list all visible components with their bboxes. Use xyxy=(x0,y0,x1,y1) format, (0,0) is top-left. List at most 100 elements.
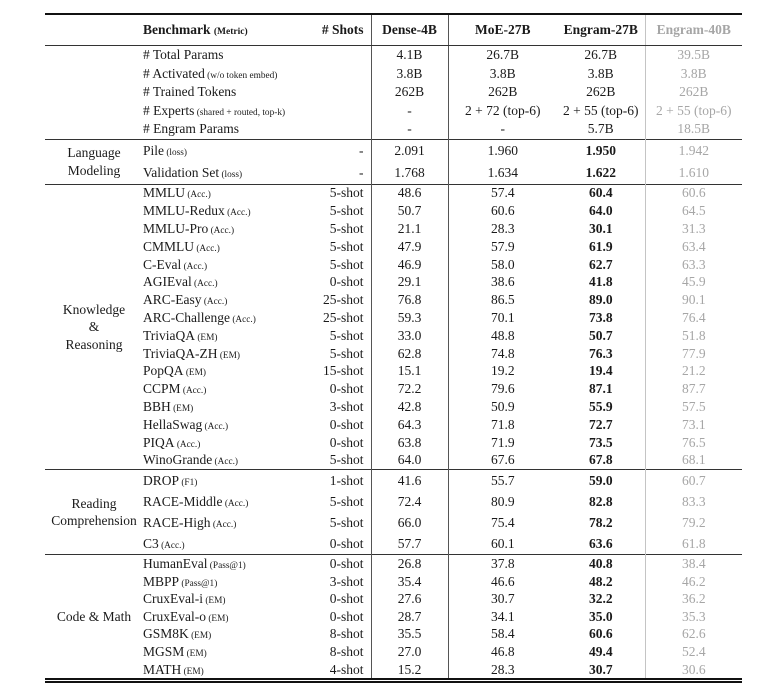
benchmark-cell: RACE-Middle (Acc.) xyxy=(143,491,309,512)
value-cell-engram-40b: 31.3 xyxy=(644,220,742,238)
benchmark-name: TriviaQA-ZH xyxy=(143,345,218,361)
benchmark-metric-note: (Acc.) xyxy=(210,519,237,530)
benchmark-cell: ARC-Challenge (Acc.) xyxy=(143,309,309,327)
benchmark-metric-note: (Acc.) xyxy=(174,439,201,450)
value-cell-dense-4b: 3.8B xyxy=(370,64,448,83)
value-cell-engram-27b: 62.7 xyxy=(588,256,613,272)
value-cell-dense-4b: 1.768 xyxy=(370,161,448,184)
benchmark-cell: MGSM (EM) xyxy=(143,643,309,661)
value-cell-dense-4b: 35.4 xyxy=(370,572,448,591)
value-cell-engram-40b: 73.1 xyxy=(644,415,742,434)
value-cell-engram-40b: 57.5 xyxy=(644,398,742,416)
shots-cell xyxy=(309,102,371,121)
value-cell-dense-4b: 15.2 xyxy=(370,660,448,681)
value-cell-engram-27b: 60.6 xyxy=(588,626,613,642)
value-cell-engram-27b: 50.7 xyxy=(588,327,613,343)
benchmark-cell: MATH (EM) xyxy=(143,661,309,681)
table-row: AGIEval (Acc.) 0-shot 29.1 38.6 41.8 45.9 xyxy=(45,273,742,292)
row-group-label: Code & Math xyxy=(45,554,143,681)
value-cell-engram-27b: 82.8 xyxy=(588,493,613,509)
table-row: RACE-Middle (Acc.) 5-shot 72.4 80.9 82.8 83.3 xyxy=(45,491,742,513)
table-row: MMLU-Pro (Acc.) 5-shot 21.1 28.3 30.1 31.3 xyxy=(45,220,742,238)
shots-cell xyxy=(309,46,371,65)
column-header-dense-4b: Dense-4B xyxy=(370,14,448,46)
benchmark-cell: MBPP (Pass@1) xyxy=(143,573,309,591)
benchmark-metric-note: (Acc.) xyxy=(222,498,249,509)
value-cell-dense-4b: 66.0 xyxy=(370,512,448,534)
value-cell-dense-4b: 64.3 xyxy=(370,415,448,434)
table-row: TriviaQA (EM) 5-shot 33.0 48.8 50.7 51.8 xyxy=(45,326,742,345)
table-row: C-Eval (Acc.) 5-shot 46.9 58.0 62.7 63.3 xyxy=(45,255,742,274)
shots-cell: 15-shot xyxy=(323,363,364,379)
benchmark-cell: CruxEval-o (EM) xyxy=(143,608,309,626)
table-row: MMLU-Redux (Acc.) 5-shot 50.7 60.6 64.0 64.5 xyxy=(45,202,742,221)
shots-cell xyxy=(309,120,371,139)
benchmark-metric-note: (EM) xyxy=(203,596,226,607)
value-cell-dense-4b: 28.7 xyxy=(370,608,448,626)
value-cell-moe-27b: 74.8 xyxy=(447,344,557,363)
benchmark-name: Pile xyxy=(143,142,165,158)
value-cell-moe-27b: 60.6 xyxy=(447,202,557,221)
benchmark-name: CruxEval-o xyxy=(143,608,206,624)
value-cell-engram-40b: 21.2 xyxy=(644,362,742,381)
value-cell-dense-4b: 26.8 xyxy=(370,554,448,573)
shots-cell: 3-shot xyxy=(329,573,364,589)
benchmark-metric-note: (EM) xyxy=(184,649,207,660)
benchmark-cell: CCPM (Acc.) xyxy=(143,380,309,398)
value-cell-engram-40b: 87.7 xyxy=(644,380,742,399)
value-cell-engram-40b: 90.1 xyxy=(644,291,742,310)
value-cell-engram-40b: 61.8 xyxy=(644,533,742,555)
shots-cell: 3-shot xyxy=(329,398,364,414)
shots-cell: 5-shot xyxy=(329,345,364,361)
value-cell-engram-27b: 73.8 xyxy=(588,309,613,325)
value-cell-dense-4b: 47.9 xyxy=(370,237,448,256)
row-group-label: Language Modeling xyxy=(45,138,143,184)
table-row: PopQA (EM) 15-shot 15.1 19.2 19.4 21.2 xyxy=(45,362,742,381)
benchmark-name: CMMLU xyxy=(143,238,195,254)
benchmark-cell: HumanEval (Pass@1) xyxy=(143,554,309,573)
benchmark-cell: CruxEval-i (EM) xyxy=(143,590,309,608)
group-column-header xyxy=(45,14,143,46)
benchmark-cell: # Trained Tokens xyxy=(143,83,309,102)
table-row: CMMLU (Acc.) 5-shot 47.9 57.9 61.9 63.4 xyxy=(45,237,742,256)
benchmark-cell: TriviaQA-ZH (EM) xyxy=(143,345,309,363)
benchmark-name: MGSM xyxy=(143,644,185,660)
header-row: Benchmark (Metric) # Shots Dense-4B MoE-… xyxy=(45,14,742,46)
shots-cell: 0-shot xyxy=(329,434,364,450)
benchmark-name: TriviaQA xyxy=(143,327,196,343)
table-row: ARC-Easy (Acc.) 25-shot 76.8 86.5 89.0 90.1 xyxy=(45,291,742,310)
table-row: GSM8K (EM) 8-shot 35.5 58.4 60.6 62.6 xyxy=(45,625,742,644)
shots-cell: 5-shot xyxy=(329,203,364,219)
benchmark-name: MMLU xyxy=(143,185,186,201)
table-row: PIQA (Acc.) 0-shot 63.8 71.9 73.5 76.5 xyxy=(45,433,742,452)
value-cell-engram-40b: 63.3 xyxy=(644,255,742,274)
benchmark-cell: MMLU-Redux (Acc.) xyxy=(143,202,309,220)
value-cell-dense-4b: 29.1 xyxy=(370,273,448,292)
benchmark-header-label: Benchmark xyxy=(143,22,211,37)
row-group-label xyxy=(45,46,143,140)
benchmark-name: # Trained Tokens xyxy=(143,84,237,100)
benchmark-metric-note: (Acc.) xyxy=(224,208,251,219)
value-cell-moe-27b: 71.9 xyxy=(447,433,557,452)
shots-cell xyxy=(309,83,371,102)
table-row: BBH (EM) 3-shot 42.8 50.9 55.9 57.5 xyxy=(45,398,742,416)
value-cell-engram-40b: 46.2 xyxy=(644,572,742,591)
benchmark-metric-note: (EM) xyxy=(217,350,240,361)
table-row: ARC-Challenge (Acc.) 25-shot 59.3 70.1 73.8 7… xyxy=(45,309,742,327)
value-cell-engram-40b: 77.9 xyxy=(644,344,742,363)
shots-cell: 5-shot xyxy=(329,514,364,530)
row-group-label: Reading Comprehension xyxy=(45,469,143,555)
column-header-moe-27b: MoE-27B xyxy=(447,14,557,46)
value-cell-dense-4b: 48.6 xyxy=(370,183,448,203)
value-cell-moe-27b: 58.0 xyxy=(447,255,557,274)
value-cell-moe-27b: 28.3 xyxy=(447,220,557,238)
shots-cell: 5-shot xyxy=(329,493,364,509)
benchmark-name: GSM8K xyxy=(143,626,189,642)
shots-cell: 8-shot xyxy=(329,644,364,660)
value-cell-engram-40b: 68.1 xyxy=(644,451,742,470)
value-cell-engram-27b: 78.2 xyxy=(588,514,613,530)
shots-cell: 0-shot xyxy=(309,554,371,573)
value-cell-engram-27b: 3.8B xyxy=(587,65,614,81)
benchmark-cell: MMLU-Pro (Acc.) xyxy=(143,220,309,238)
